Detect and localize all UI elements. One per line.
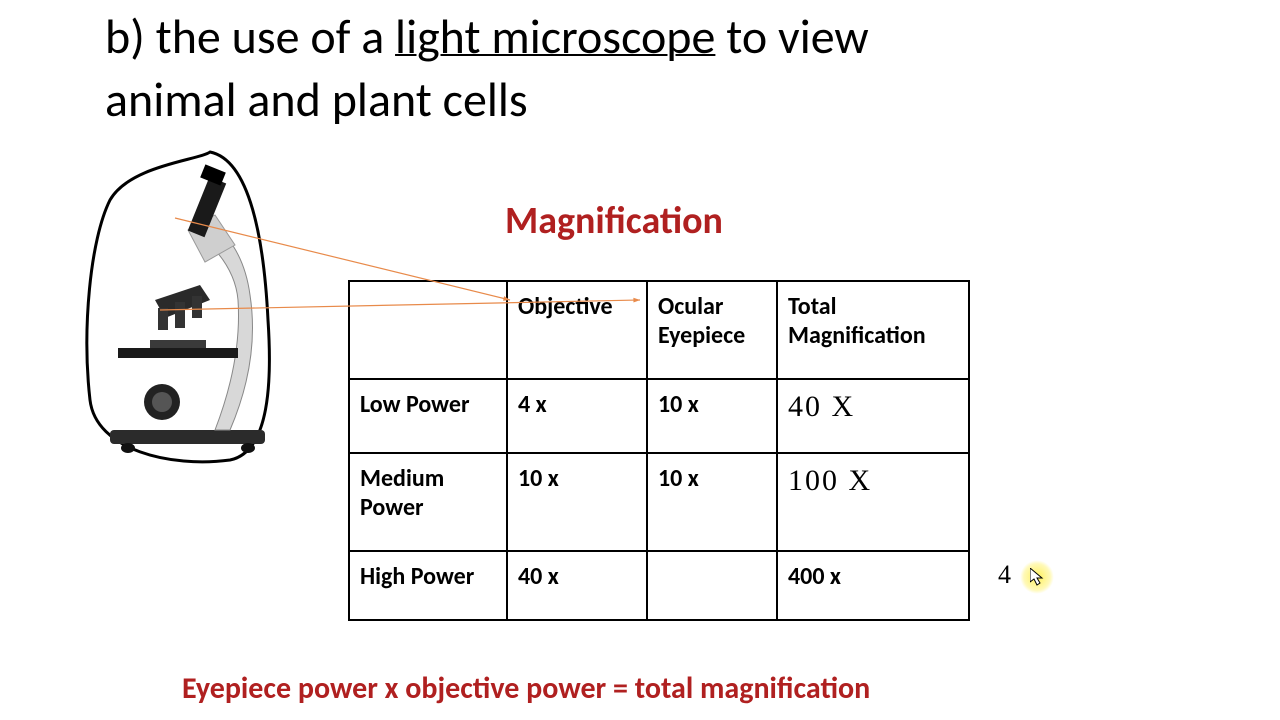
table-header-blank <box>349 281 507 379</box>
row-total-value: 100 X <box>788 464 872 497</box>
table-row: Medium Power 10 x 10 x 100 X <box>349 453 969 551</box>
table-header-ocular: Ocular Eyepiece <box>647 281 777 379</box>
title-line2: animal and plant cells <box>105 70 528 129</box>
table-header-row: Objective Ocular Eyepiece Total Magnific… <box>349 281 969 379</box>
cursor-highlight <box>1020 560 1054 594</box>
table-header-total: Total Magnification <box>777 281 969 379</box>
magnification-table: Objective Ocular Eyepiece Total Magnific… <box>348 280 970 621</box>
row-total-value: 40 X <box>788 390 855 423</box>
row-ocular: 10 x <box>647 453 777 551</box>
title-line1: b) the use of a light microscope to view <box>105 6 869 68</box>
row-label: Low Power <box>349 379 507 453</box>
side-annotation: 4 <box>998 560 1011 590</box>
row-objective: 40 x <box>507 551 647 620</box>
title-suffix: to view <box>715 7 868 66</box>
row-total: 40 X <box>777 379 969 453</box>
table-row: Low Power 4 x 10 x 40 X <box>349 379 969 453</box>
title-underlined: light microscope <box>395 7 715 66</box>
magnification-heading: Magnification <box>505 198 723 244</box>
row-objective: 4 x <box>507 379 647 453</box>
formula-text: Eyepiece power x objective power = total… <box>182 670 870 707</box>
table-header-objective: Objective <box>507 281 647 379</box>
row-label: Medium Power <box>349 453 507 551</box>
table-row: High Power 40 x 400 x <box>349 551 969 620</box>
row-ocular: 10 x <box>647 379 777 453</box>
row-ocular <box>647 551 777 620</box>
row-label: High Power <box>349 551 507 620</box>
row-objective: 10 x <box>507 453 647 551</box>
microscope-icon <box>78 150 298 470</box>
title-prefix: b) the use of a <box>105 7 395 66</box>
row-total: 100 X <box>777 453 969 551</box>
microscope-illustration <box>78 150 298 470</box>
row-total: 400 x <box>777 551 969 620</box>
cursor-icon <box>1030 568 1046 588</box>
